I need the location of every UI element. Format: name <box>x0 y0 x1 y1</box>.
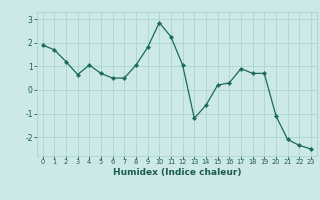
X-axis label: Humidex (Indice chaleur): Humidex (Indice chaleur) <box>113 168 241 177</box>
